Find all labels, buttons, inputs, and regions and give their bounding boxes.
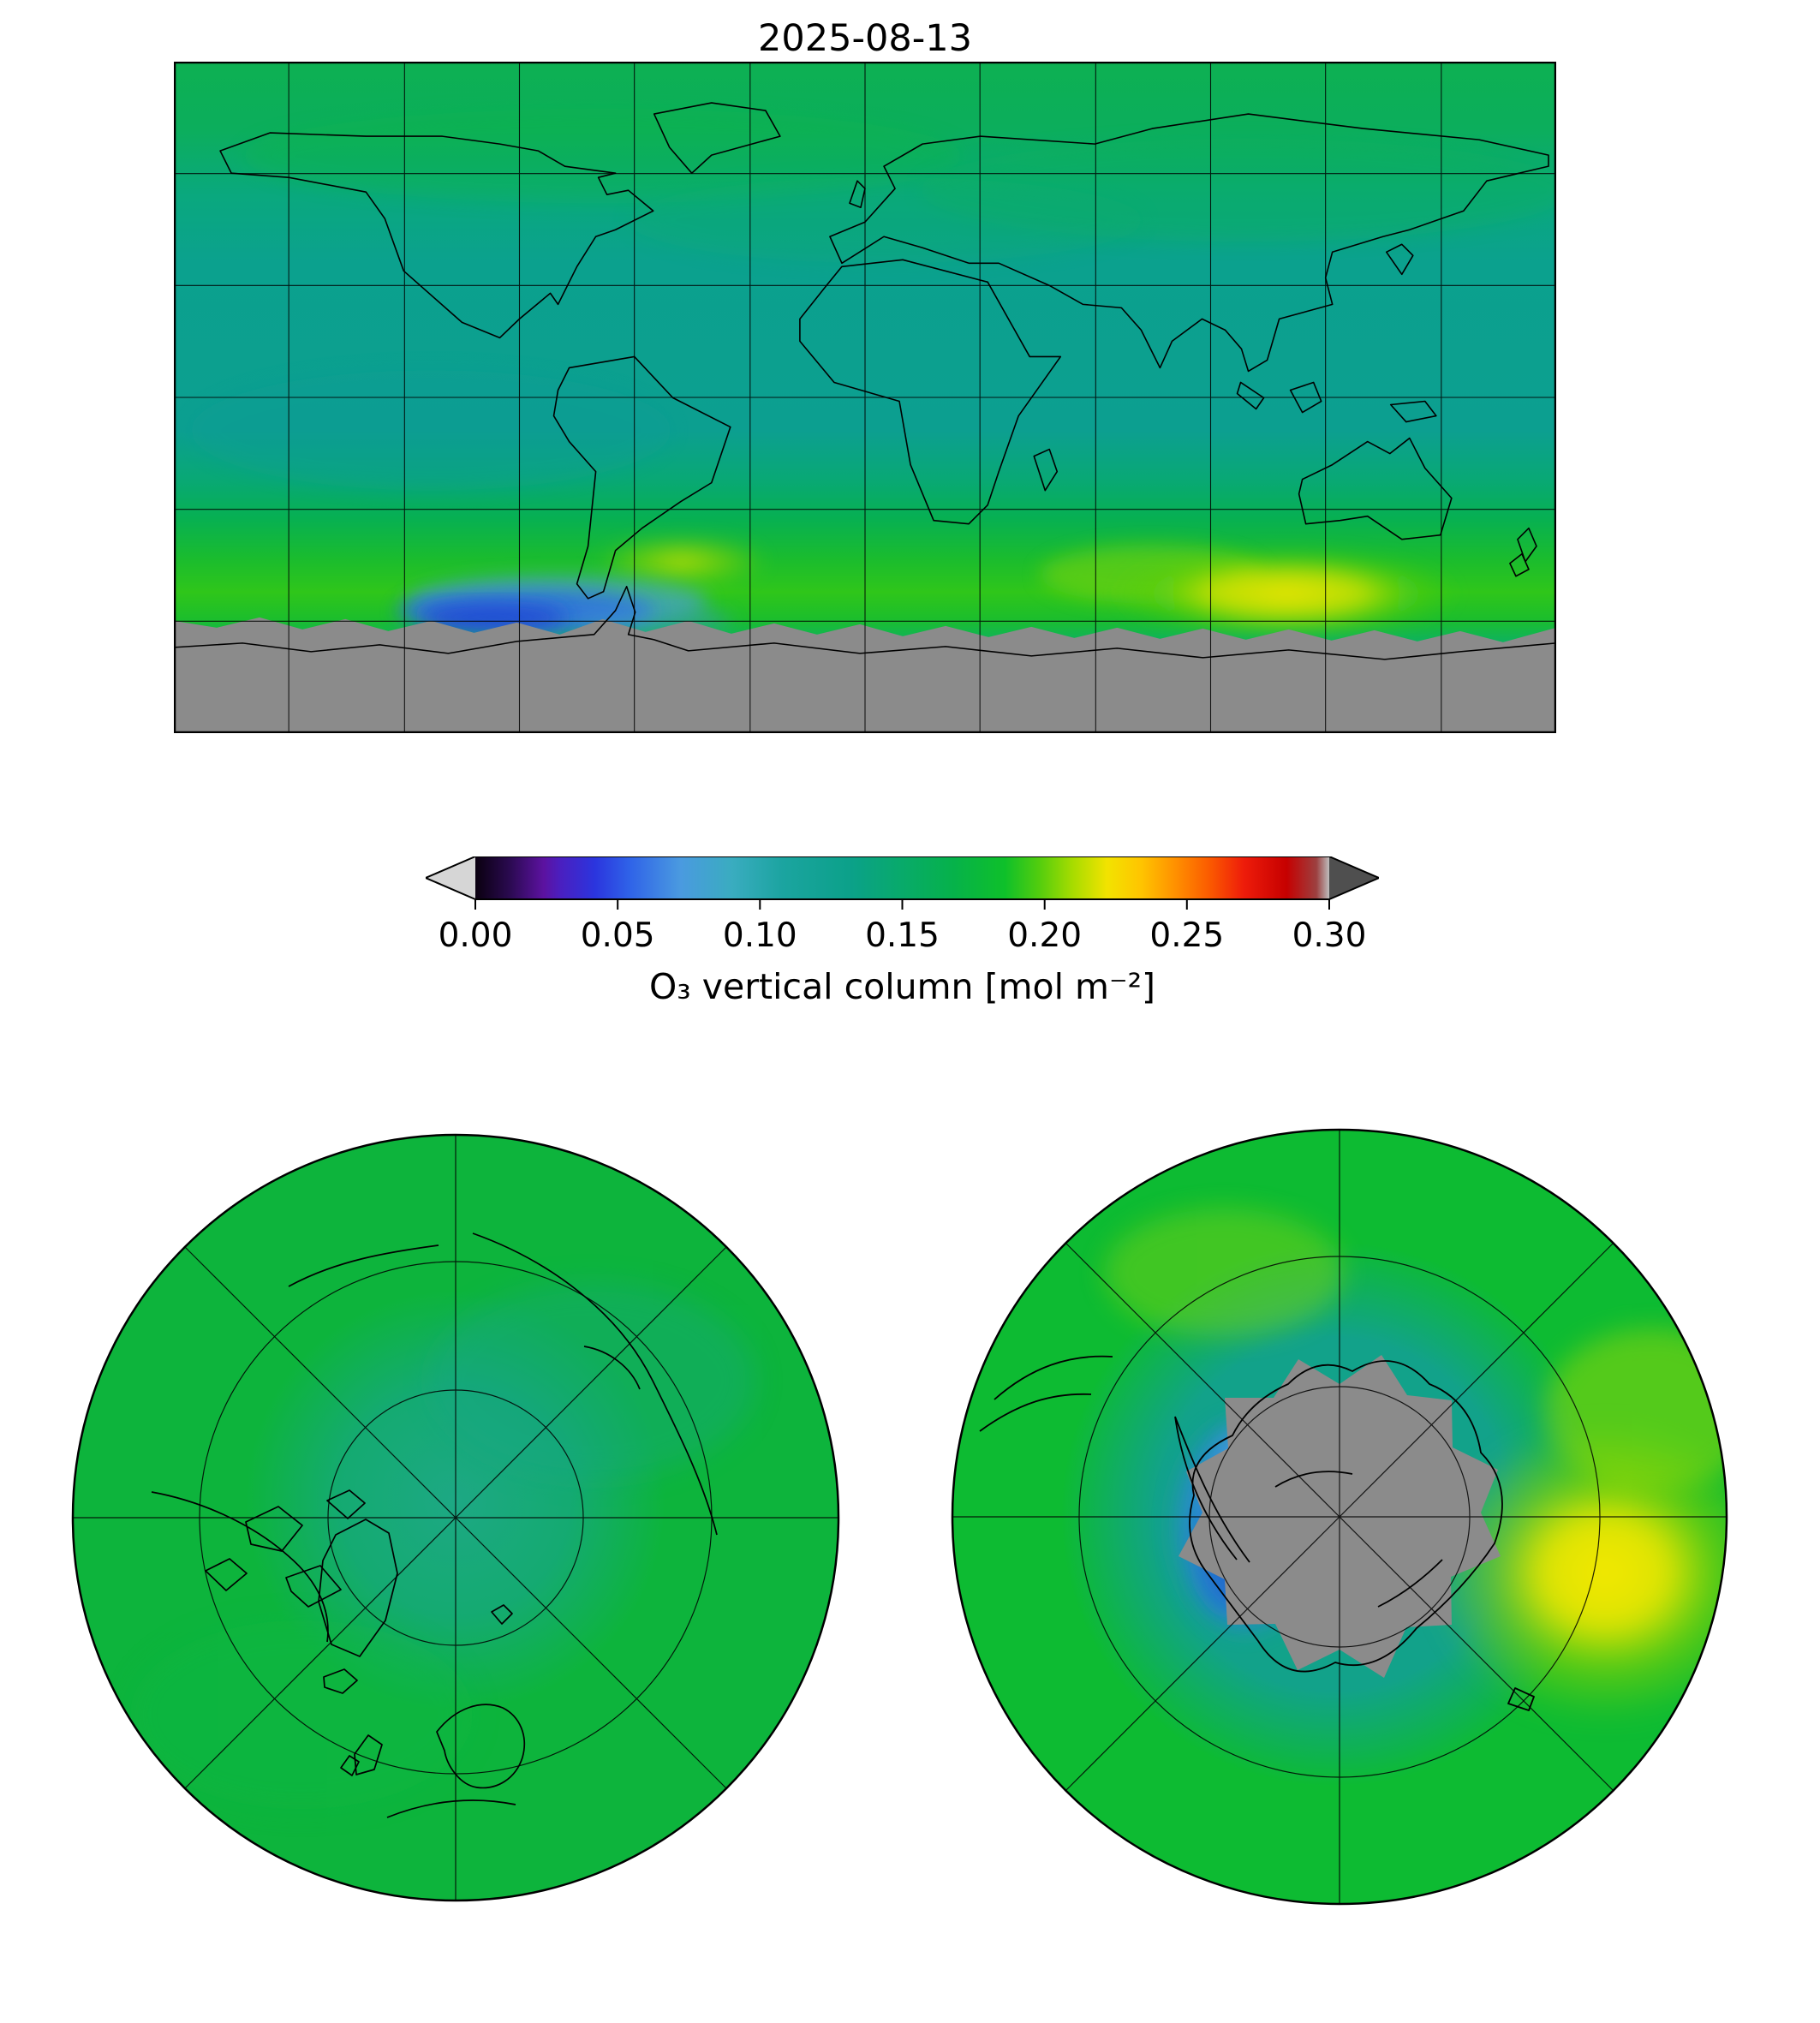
colorbar-gradient [475, 856, 1329, 899]
coastline-antarctica-outline [1189, 1360, 1503, 1673]
coastline-north-america [219, 132, 654, 339]
colorbar-tick-label: 0.05 [580, 916, 655, 955]
global-map-panel [174, 62, 1556, 733]
coastline-australia [1298, 437, 1453, 540]
coastline-siberia [472, 1232, 718, 1536]
coastline-iceland [323, 1668, 358, 1694]
graticule [174, 62, 1556, 733]
graticule-north [73, 1135, 838, 1901]
coastline-ireland [340, 1755, 360, 1776]
coastline-arctic-island [326, 1489, 366, 1519]
coastline-svalbard [491, 1604, 513, 1625]
colorbar-tick-label: 0.15 [865, 916, 940, 955]
global-map [174, 62, 1556, 733]
coastline-borneo [1289, 381, 1322, 414]
coastlines-antarctic [979, 1355, 1535, 1711]
coastline-south-america-tip [994, 1355, 1113, 1400]
coastline-uk-polar [354, 1734, 383, 1775]
north-polar-border [71, 1133, 840, 1902]
coastlines-arctic [151, 1232, 718, 1818]
coastline-sumatra [1236, 381, 1265, 410]
ozone-high-patch-nw [1104, 1208, 1344, 1337]
colorbar-panel: 0.00 0.05 0.10 0.15 0.20 0.25 0.30 O₃ ve… [426, 856, 1379, 1007]
coastlines [174, 102, 1556, 660]
colorbar-tick-marks [474, 899, 1330, 910]
coastline-greenland-polar [318, 1519, 398, 1657]
colorbar-tick-label: 0.25 [1149, 916, 1225, 955]
map-border [174, 62, 1556, 733]
coastline-africa [799, 259, 1062, 525]
south-polar-panel [950, 1127, 1729, 1907]
coastline-europe [386, 1799, 516, 1818]
ozone-max-yellow-south-america [595, 535, 767, 588]
coastline-antarctic-peninsula [1174, 1416, 1250, 1563]
colorbar-tick-label: 0.00 [438, 916, 513, 955]
north-polar-panel [70, 1132, 841, 1903]
coastline-south-america [552, 355, 731, 600]
coastline-ice-shelf [1274, 1471, 1353, 1488]
colorbar-tick-labels: 0.00 0.05 0.10 0.15 0.20 0.25 0.30 [426, 911, 1379, 959]
coastline-new-guinea [1389, 400, 1437, 423]
coastline-japan [1385, 243, 1414, 276]
coastline-antarctica [174, 585, 1556, 660]
south-polar-border [951, 1128, 1728, 1906]
colorbar-tick-label: 0.20 [1007, 916, 1083, 955]
coastline-island [1507, 1687, 1535, 1711]
coastline-scandinavia [436, 1704, 526, 1789]
coastline-greenland [653, 102, 781, 174]
coastline-canada [151, 1491, 329, 1643]
ozone-max-yellow-south-of-australia [1114, 548, 1458, 638]
coastline-arctic-island [285, 1565, 342, 1608]
coastline-alaska [288, 1244, 439, 1287]
north-polar-map [71, 1133, 840, 1902]
colorbar-under-arrow [426, 856, 475, 899]
coastline-madagascar [1033, 448, 1059, 492]
coastline-new-zealand [1509, 527, 1537, 577]
coastline-ice-shelf [1377, 1559, 1443, 1608]
colorbar-over-arrow [1329, 856, 1379, 899]
colorbar-axis-label: O₃ vertical column [mol m⁻²] [648, 966, 1156, 1007]
coastline-arctic-island [205, 1558, 248, 1591]
south-polar-map [951, 1128, 1728, 1906]
coastline-eurasia [829, 113, 1549, 373]
colorbar-tick-label: 0.10 [722, 916, 797, 955]
green-patch [130, 1620, 473, 1809]
colorbar-tick-label: 0.30 [1292, 916, 1367, 955]
colorbar [426, 856, 1379, 910]
coastline-south-america-tip [979, 1393, 1092, 1432]
coastline-arctic-island [245, 1506, 303, 1552]
figure-title: 2025-08-13 [758, 17, 972, 60]
graticule-south [952, 1130, 1727, 1904]
ozone-max-yellow-sector [1429, 1423, 1727, 1722]
coastline-taymyr [583, 1346, 641, 1390]
